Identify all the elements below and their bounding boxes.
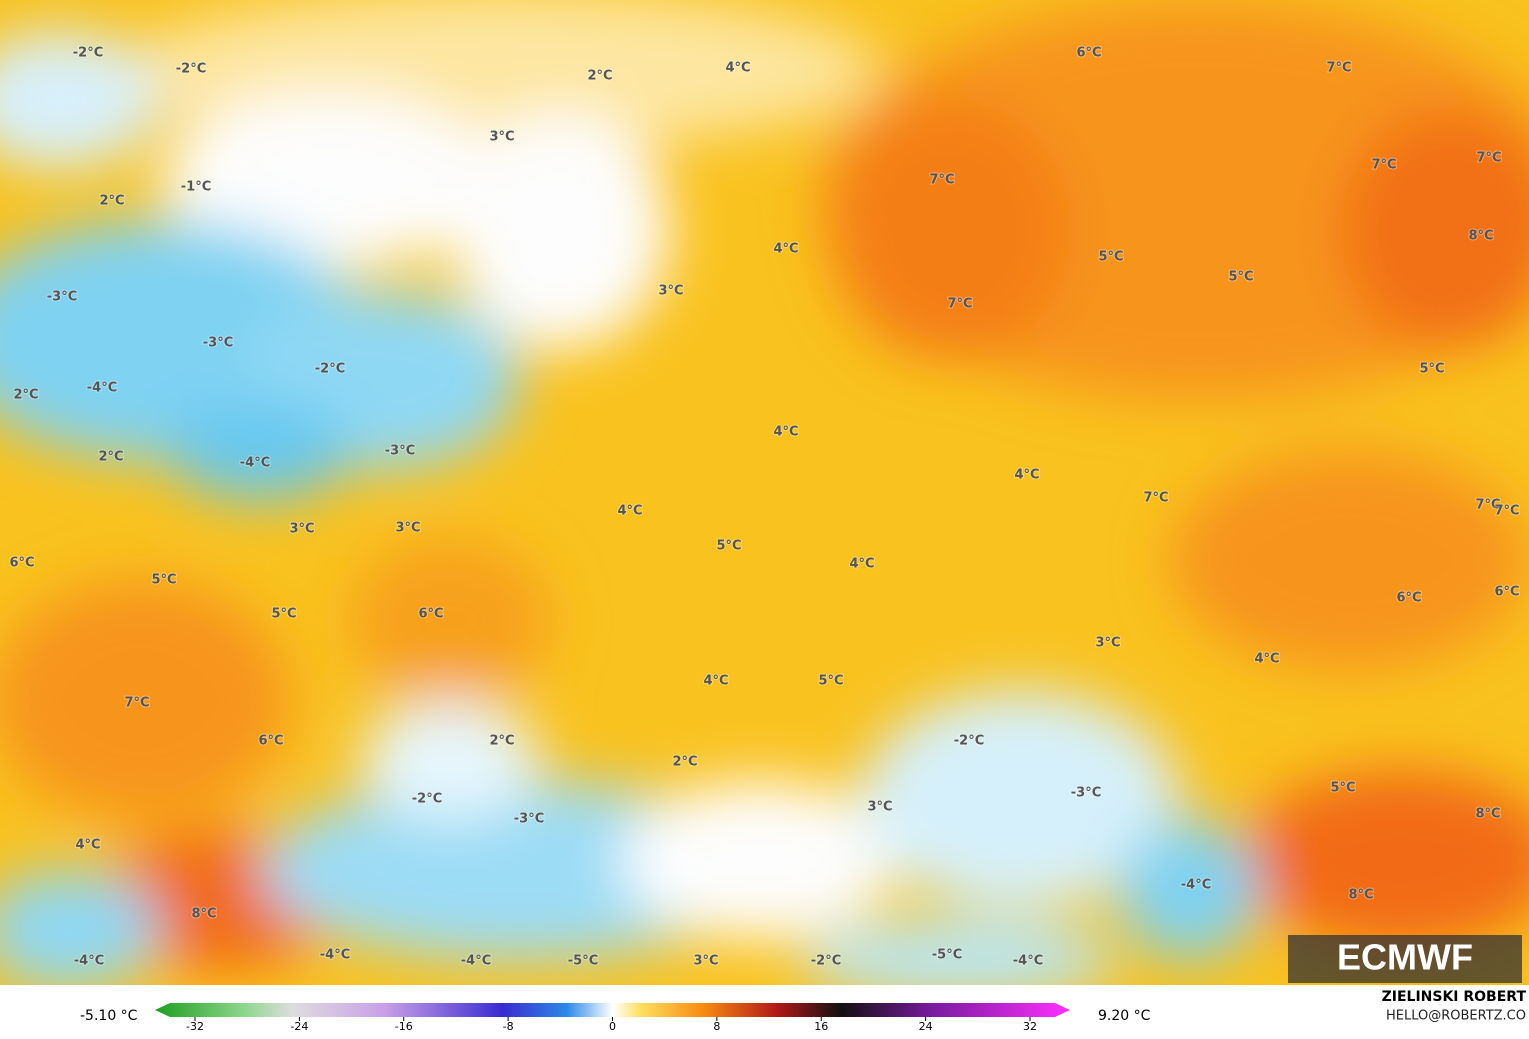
temperature-label: -4°C xyxy=(320,948,350,963)
colorbar-tick-label: -32 xyxy=(186,1020,204,1033)
temperature-label: 5°C xyxy=(1228,270,1253,285)
temperature-label: 8°C xyxy=(1475,807,1500,822)
temperature-label: 5°C xyxy=(1419,362,1444,377)
temperature-label: -3°C xyxy=(1071,786,1101,801)
temperature-label: 4°C xyxy=(725,61,750,76)
temperature-label: 6°C xyxy=(9,556,34,571)
map: ECMWF xyxy=(0,0,1529,985)
credit-email: HELLO@ROBERTZ.CO xyxy=(1386,1009,1526,1024)
temperature-label: 5°C xyxy=(716,539,741,554)
colorbar-tick-label: 8 xyxy=(713,1020,720,1033)
colorbar-tick-label: 0 xyxy=(609,1020,616,1033)
temperature-label: 8°C xyxy=(1348,888,1373,903)
colorbar-max: 9.20 °C xyxy=(1098,1008,1151,1024)
labels: -2°C-2°C 2°C4°C6°C7°C3°C-1°C2°C7°C 7°C7°C4… xyxy=(8,45,1520,970)
temperature-label: 3°C xyxy=(489,130,514,145)
temperature-label: 2°C xyxy=(587,69,612,84)
temperature-label: -4°C xyxy=(240,456,270,471)
colorbar-tick-label: -8 xyxy=(503,1020,514,1033)
temperature-label: -2°C xyxy=(315,362,345,377)
temperature-label: 4°C xyxy=(773,425,798,440)
temperature-label: 3°C xyxy=(395,521,420,536)
temperature-label: 7°C xyxy=(1143,491,1168,506)
temperature-label: 3°C xyxy=(867,800,892,815)
temperature-label: 4°C xyxy=(1254,652,1279,667)
temperature-label: 4°C xyxy=(617,504,642,519)
temperature-label: 5°C xyxy=(1330,781,1355,796)
temperature-label: -2°C xyxy=(954,734,984,749)
colorbar-tick-label: -24 xyxy=(290,1020,308,1033)
temperature-label: 2°C xyxy=(13,388,38,403)
temperature-label: 6°C xyxy=(418,607,443,622)
temperature-label: -4°C xyxy=(87,381,117,396)
temperature-label: 7°C xyxy=(124,696,149,711)
temperature-label: 8°C xyxy=(191,907,216,922)
temperature-label: -4°C xyxy=(461,954,491,969)
temperature-label: -4°C xyxy=(1013,954,1043,969)
temperature-label: 2°C xyxy=(489,734,514,749)
temperature-label: 2°C xyxy=(99,194,124,209)
temperature-label: 3°C xyxy=(693,954,718,969)
colorbar-tick-label: 32 xyxy=(1023,1020,1037,1033)
temperature-label: 4°C xyxy=(773,242,798,257)
temperature-label: -3°C xyxy=(47,290,77,305)
temperature-label: 5°C xyxy=(271,607,296,622)
temperature-label: 7°C xyxy=(1475,498,1500,513)
temperature-label: 7°C xyxy=(1326,61,1351,76)
temperature-label: 5°C xyxy=(818,674,843,689)
colorbar-tick-label: 16 xyxy=(814,1020,828,1033)
temperature-label: 3°C xyxy=(1095,636,1120,651)
temperature-label: 2°C xyxy=(672,755,697,770)
temperature-label: 7°C xyxy=(1371,158,1396,173)
temperature-label: 5°C xyxy=(1098,250,1123,265)
temperature-label: -2°C xyxy=(811,954,841,969)
colorbar-tick-label: 24 xyxy=(919,1020,933,1033)
temperature-label: 3°C xyxy=(289,522,314,537)
colorbar-tick-label: -16 xyxy=(395,1020,413,1033)
temperature-label: -2°C xyxy=(176,62,206,77)
temperature-label: 4°C xyxy=(1014,468,1039,483)
temperature-label: 7°C xyxy=(1494,504,1519,519)
temperature-label: 6°C xyxy=(258,734,283,749)
temperature-label: -4°C xyxy=(74,954,104,969)
temperature-label: 5°C xyxy=(151,573,176,588)
temperature-label: -2°C xyxy=(412,792,442,807)
colorbar xyxy=(155,1003,1070,1017)
temperature-label: 4°C xyxy=(703,674,728,689)
temperature-label: 6°C xyxy=(1076,46,1101,61)
logo: ECMWF xyxy=(1337,937,1473,978)
temperature-label: -5°C xyxy=(932,948,962,963)
temperature-label: 6°C xyxy=(1396,591,1421,606)
temperature-label: 4°C xyxy=(849,557,874,572)
temperature-label: 6°C xyxy=(1494,585,1519,600)
credit-name: ZIELINSKI ROBERT xyxy=(1382,989,1527,1005)
temperature-label: 2°C xyxy=(98,450,123,465)
temperature-label: 7°C xyxy=(929,173,954,188)
temperature-label: -3°C xyxy=(514,812,544,827)
temperature-label: -3°C xyxy=(203,336,233,351)
temperature-label: -5°C xyxy=(568,954,598,969)
temperature-label: -4°C xyxy=(1181,878,1211,893)
temperature-label: -2°C xyxy=(73,46,103,61)
temperature-label: 3°C xyxy=(658,284,683,299)
temperature-label: 4°C xyxy=(75,838,100,853)
colorbar-min: -5.10 °C xyxy=(80,1008,138,1024)
temperature-label: 8°C xyxy=(1468,229,1493,244)
temperature-label: -3°C xyxy=(385,444,415,459)
temperature-label: 7°C xyxy=(1476,151,1501,166)
temperature-label: -1°C xyxy=(181,180,211,195)
temperature-label: 7°C xyxy=(947,297,972,312)
colorbar-ticks: -32 -24 -16 -8 0 8 16 24 32 xyxy=(186,1017,1037,1033)
